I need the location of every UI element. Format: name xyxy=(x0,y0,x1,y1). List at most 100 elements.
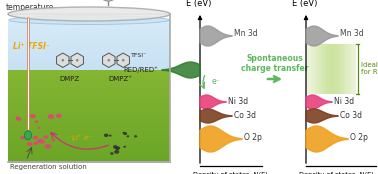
Text: Mn 3d: Mn 3d xyxy=(234,30,258,38)
Bar xyxy=(8,20,170,22)
Bar xyxy=(311,44,313,94)
Bar xyxy=(8,55,170,58)
Bar xyxy=(8,73,170,76)
Polygon shape xyxy=(306,26,338,46)
Text: Room
temperature: Room temperature xyxy=(6,0,54,12)
Bar xyxy=(8,150,170,153)
Ellipse shape xyxy=(107,59,110,62)
Ellipse shape xyxy=(115,146,119,149)
Bar xyxy=(8,58,170,60)
Bar xyxy=(8,43,170,45)
Ellipse shape xyxy=(15,116,20,119)
Bar xyxy=(308,44,311,94)
Bar xyxy=(8,131,170,135)
Bar xyxy=(8,153,170,156)
Bar xyxy=(8,48,170,50)
Ellipse shape xyxy=(48,114,54,119)
Bar xyxy=(8,30,170,33)
Text: Regeneration solution: Regeneration solution xyxy=(10,164,87,170)
Bar xyxy=(8,63,170,65)
Text: DMPZ⁺: DMPZ⁺ xyxy=(108,76,132,82)
Bar xyxy=(324,44,326,94)
Bar xyxy=(8,38,170,40)
Ellipse shape xyxy=(115,146,120,150)
Ellipse shape xyxy=(123,146,126,148)
Bar xyxy=(8,35,170,38)
Bar xyxy=(8,89,170,92)
Ellipse shape xyxy=(113,145,118,149)
Text: Density of states, N(E): Density of states, N(E) xyxy=(192,172,268,174)
Bar xyxy=(8,92,170,95)
Ellipse shape xyxy=(37,127,41,129)
Bar xyxy=(333,44,336,94)
Polygon shape xyxy=(200,126,242,152)
Bar xyxy=(8,113,170,116)
Bar xyxy=(8,82,170,86)
Bar xyxy=(8,68,170,70)
Bar xyxy=(8,144,170,147)
Bar xyxy=(8,50,170,53)
Bar xyxy=(8,60,170,63)
Bar xyxy=(8,156,170,159)
Bar xyxy=(8,101,170,104)
Ellipse shape xyxy=(42,141,45,143)
Text: Ni 3d: Ni 3d xyxy=(334,97,354,105)
Ellipse shape xyxy=(122,59,124,62)
Ellipse shape xyxy=(41,141,45,143)
Polygon shape xyxy=(57,53,69,68)
Ellipse shape xyxy=(127,135,129,137)
Ellipse shape xyxy=(56,114,62,118)
Bar xyxy=(353,44,356,94)
Text: DMPZ: DMPZ xyxy=(60,76,80,82)
Ellipse shape xyxy=(110,152,114,155)
Bar xyxy=(8,25,170,27)
Text: Li⁺ TFSI⁻: Li⁺ TFSI⁻ xyxy=(13,42,50,51)
Ellipse shape xyxy=(104,134,108,137)
Polygon shape xyxy=(117,53,129,68)
Bar xyxy=(8,119,170,122)
Bar xyxy=(328,44,331,94)
Ellipse shape xyxy=(30,114,36,118)
Polygon shape xyxy=(200,95,226,109)
Polygon shape xyxy=(306,109,338,123)
Bar xyxy=(351,44,353,94)
Bar xyxy=(321,44,324,94)
Polygon shape xyxy=(162,62,200,78)
Bar xyxy=(8,70,170,73)
Ellipse shape xyxy=(22,136,27,139)
Ellipse shape xyxy=(51,139,55,142)
Bar xyxy=(8,137,170,141)
Bar xyxy=(8,141,170,144)
Bar xyxy=(8,104,170,107)
Text: E (eV): E (eV) xyxy=(186,0,212,8)
Polygon shape xyxy=(306,126,348,152)
Bar xyxy=(8,110,170,113)
Polygon shape xyxy=(102,53,115,68)
Ellipse shape xyxy=(33,136,38,140)
Ellipse shape xyxy=(123,132,127,135)
Bar xyxy=(313,44,316,94)
Bar xyxy=(8,45,170,48)
Bar xyxy=(8,53,170,55)
Ellipse shape xyxy=(45,144,51,149)
Bar xyxy=(344,44,346,94)
Ellipse shape xyxy=(43,135,48,139)
Ellipse shape xyxy=(109,135,112,137)
Text: Mn 3d: Mn 3d xyxy=(340,30,364,38)
Bar xyxy=(341,44,344,94)
Bar xyxy=(8,125,170,128)
Bar xyxy=(8,159,170,162)
Bar xyxy=(331,44,333,94)
Text: TFSI⁻: TFSI⁻ xyxy=(131,53,147,58)
Bar xyxy=(349,44,351,94)
Polygon shape xyxy=(306,95,332,109)
Bar xyxy=(326,44,328,94)
Bar xyxy=(8,27,170,30)
Bar xyxy=(336,44,339,94)
Bar xyxy=(8,107,170,110)
Ellipse shape xyxy=(9,15,169,25)
Bar xyxy=(8,79,170,82)
Bar xyxy=(8,22,170,25)
Text: Li⁺ e⁻: Li⁺ e⁻ xyxy=(72,135,92,141)
Text: Spontaneous
charge transfer: Spontaneous charge transfer xyxy=(241,54,309,73)
